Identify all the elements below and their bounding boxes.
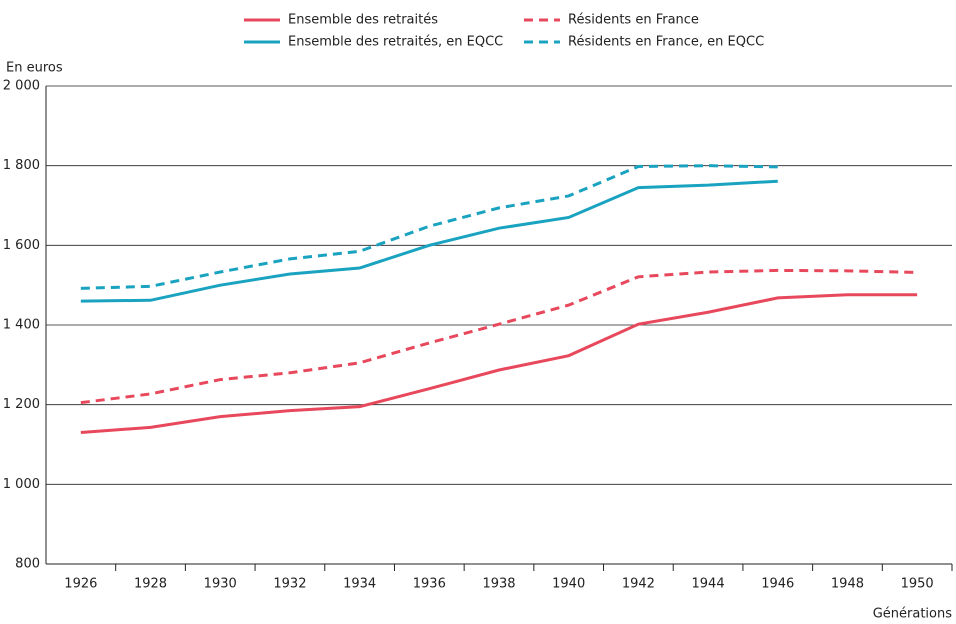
x-tick-label: 1950 [901,577,934,592]
y-tick-label: 1 800 [3,158,40,173]
x-tick-label: 1926 [64,577,97,592]
legend-label: Ensemble des retraités, en EQCC [288,35,503,50]
x-tick-label: 1930 [204,577,237,592]
x-tick-label: 1938 [482,577,515,592]
x-tick-label: 1928 [134,577,167,592]
x-tick-label: 1932 [273,577,306,592]
x-tick-label: 1936 [413,577,446,592]
y-tick-label: 1 200 [3,397,40,412]
x-tick-label: 1934 [343,577,376,592]
x-tick-label: 1948 [831,577,864,592]
y-tick-label: 1 600 [3,238,40,253]
series-line [80,164,778,290]
legend-label: Ensemble des retraités [288,13,438,28]
legend-label: Résidents en France, en EQCC [568,35,764,50]
y-tick-label: 1 000 [3,477,40,492]
x-tick-label: 1940 [552,577,585,592]
y-axis-label: En euros [6,61,63,76]
x-tick-label: 1944 [692,577,725,592]
legend-label: Résidents en France [568,13,699,28]
y-tick-label: 1 400 [3,318,40,333]
x-tick-label: 1946 [761,577,794,592]
y-tick-label: 2 000 [3,79,40,94]
y-tick-label: 800 [15,557,40,572]
x-axis-label: Générations [873,607,953,622]
series-line [80,268,918,405]
series-line [80,179,778,303]
x-tick-label: 1942 [622,577,655,592]
series-line [80,293,918,435]
